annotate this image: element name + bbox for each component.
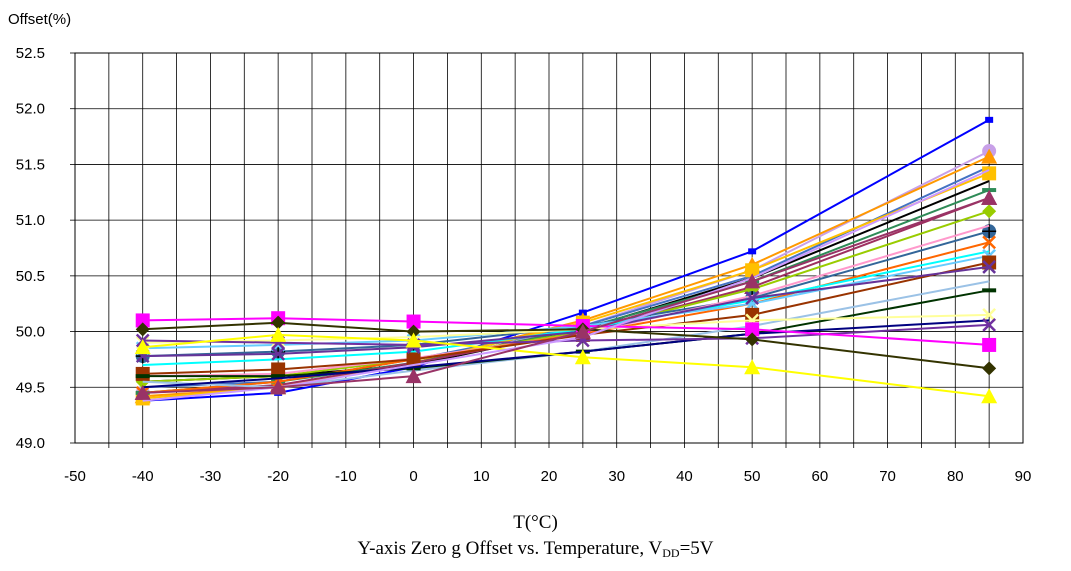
data-point [745, 332, 760, 347]
data-point [982, 166, 997, 181]
x-tick-label: -30 [200, 468, 222, 485]
data-point [406, 324, 421, 339]
data-point [744, 359, 761, 375]
series-line [142, 261, 990, 375]
series-line [142, 119, 990, 402]
data-point [134, 384, 151, 400]
x-tick-label: 60 [812, 468, 829, 485]
data-point [135, 313, 150, 328]
data-point [406, 352, 421, 367]
series-line [142, 230, 990, 358]
series-line [142, 313, 990, 344]
chart-title-subscript: DD [662, 546, 680, 560]
data-point [271, 346, 286, 361]
series-line [142, 317, 990, 346]
series-line [142, 333, 990, 398]
data-point [982, 235, 997, 250]
data-series [135, 315, 997, 376]
data-point [405, 332, 422, 348]
data-point [982, 361, 997, 376]
x-axis-label: T(°C) [513, 512, 558, 533]
data-series [135, 144, 997, 400]
chart-title-suffix: =5V [679, 538, 714, 559]
series-line [142, 196, 990, 394]
data-point [981, 148, 998, 164]
data-series [134, 189, 998, 400]
data-point [982, 224, 997, 239]
data-point [406, 314, 421, 329]
data-point [982, 337, 997, 352]
y-tick-label: 49.5 [16, 379, 45, 396]
x-tick-label: 90 [1015, 468, 1032, 485]
y-tick-label: 52.0 [16, 101, 45, 118]
x-tick-label: -50 [64, 468, 86, 485]
data-point [270, 379, 287, 395]
data-point [135, 322, 150, 337]
series-line [142, 323, 990, 346]
data-point [981, 388, 998, 404]
data-point [985, 116, 994, 123]
x-tick-label: 80 [947, 468, 964, 485]
chart-title-main: Y-axis Zero g Offset vs. Temperature, V [357, 538, 663, 559]
data-point [271, 362, 286, 377]
y-tick-label: 50.0 [16, 324, 45, 341]
data-series [135, 188, 997, 395]
x-tick-label: 0 [409, 468, 417, 485]
y-tick-label: 50.5 [16, 268, 45, 285]
x-tick-label: 50 [744, 468, 761, 485]
chart-series [134, 116, 998, 406]
data-point [135, 374, 150, 379]
data-point [574, 349, 591, 365]
x-tick-label: -20 [267, 468, 289, 485]
data-point [982, 307, 997, 322]
series-line [142, 321, 990, 370]
data-point [134, 339, 151, 355]
y-tick-label: 51.5 [16, 156, 45, 173]
x-tick-label: -10 [335, 468, 357, 485]
series-line [142, 172, 990, 400]
data-point [574, 323, 591, 339]
data-point [271, 374, 286, 379]
data-point [982, 288, 997, 293]
data-point [744, 273, 761, 289]
data-series [142, 250, 990, 366]
y-tick-label: 49.0 [16, 435, 45, 452]
data-point [982, 318, 997, 332]
data-point [135, 366, 150, 381]
data-series [134, 326, 998, 404]
plot-frame [70, 52, 1024, 448]
data-point [271, 315, 286, 330]
series-line [142, 150, 990, 394]
x-tick-label: -40 [132, 468, 154, 485]
data-point [982, 204, 997, 219]
x-tick-label: 70 [879, 468, 896, 485]
data-point [745, 263, 760, 278]
data-point [745, 322, 760, 337]
data-point [405, 368, 422, 384]
y-axis-label: Offset(%) [8, 11, 71, 28]
data-point [982, 255, 997, 270]
chart-title: Y-axis Zero g Offset vs. Temperature, VD… [0, 538, 1071, 561]
axis-tick-labels: -50 -40 -30 -20 -10 0 10 20 30 40 50 60 70 80 90 49.0 49… [16, 45, 1032, 485]
data-point [982, 260, 997, 274]
data-point [748, 248, 757, 255]
offset-temperature-chart: -50 -40 -30 -20 -10 0 10 20 30 40 50 60 70 80 90 49.0 49… [8, 11, 1032, 485]
x-tick-label: 30 [608, 468, 625, 485]
series-line [142, 265, 990, 358]
data-point [745, 291, 760, 306]
data-series [134, 189, 998, 400]
y-tick-label: 52.5 [16, 45, 45, 62]
data-series [142, 169, 990, 402]
series-line [142, 169, 990, 402]
data-point [981, 189, 998, 205]
data-point [270, 326, 287, 342]
series-line [142, 250, 990, 366]
x-tick-label: 40 [676, 468, 693, 485]
x-tick-label: 20 [541, 468, 558, 485]
x-tick-label: 10 [473, 468, 490, 485]
y-tick-label: 51.0 [16, 212, 45, 229]
